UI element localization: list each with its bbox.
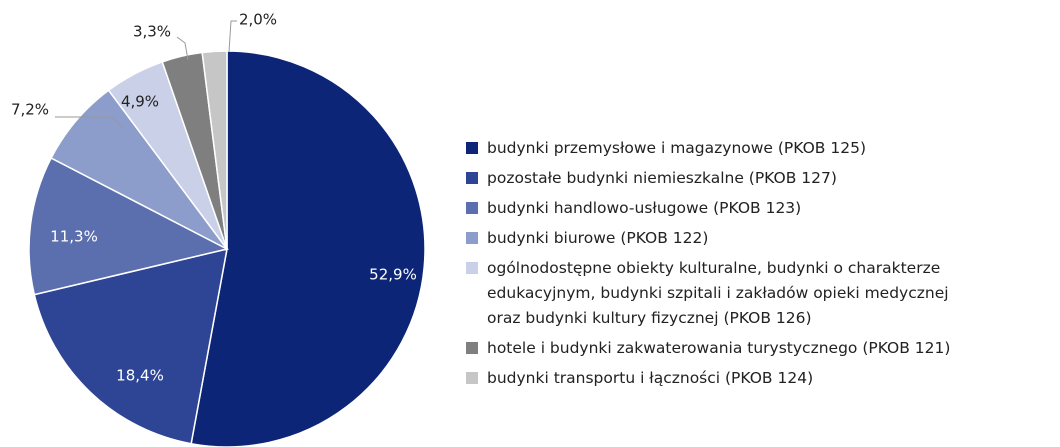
legend-label: budynki przemysłowe i magazynowe (PKOB 1… bbox=[487, 139, 866, 157]
legend-swatch bbox=[466, 202, 478, 214]
legend-label: budynki biurowe (PKOB 122) bbox=[487, 229, 708, 247]
leader-line bbox=[55, 116, 125, 130]
legend-label: budynki handlowo-usługowe (PKOB 123) bbox=[487, 199, 801, 217]
legend-swatch bbox=[466, 232, 478, 244]
data-label: 4,9% bbox=[121, 93, 159, 111]
data-label: 11,3% bbox=[50, 228, 98, 246]
data-label: 18,4% bbox=[116, 367, 164, 385]
pie-slice bbox=[28, 156, 230, 296]
legend-swatch bbox=[466, 262, 478, 274]
legend-label: ogólnodostępne obiekty kulturalne, budyn… bbox=[487, 259, 949, 327]
legend-label: hotele i budynki zakwaterowania turystyc… bbox=[487, 339, 950, 357]
legend-swatch bbox=[466, 372, 478, 384]
legend-swatch bbox=[466, 142, 478, 154]
legend-swatch bbox=[466, 342, 478, 354]
leader-line bbox=[228, 20, 237, 53]
pie-slice bbox=[190, 50, 426, 447]
pie-slice bbox=[201, 50, 228, 250]
data-label: 3,3% bbox=[133, 23, 171, 41]
data-label: 2,0% bbox=[239, 11, 277, 29]
data-label: 7,2% bbox=[11, 101, 49, 119]
legend-label: budynki transportu i łączności (PKOB 124… bbox=[487, 369, 813, 387]
pie-slice bbox=[33, 248, 228, 445]
leader-line bbox=[176, 36, 189, 61]
legend-label: pozostałe budynki niemieszkalne (PKOB 12… bbox=[487, 169, 837, 187]
legend-swatch bbox=[466, 172, 478, 184]
data-label: 52,9% bbox=[369, 266, 417, 284]
